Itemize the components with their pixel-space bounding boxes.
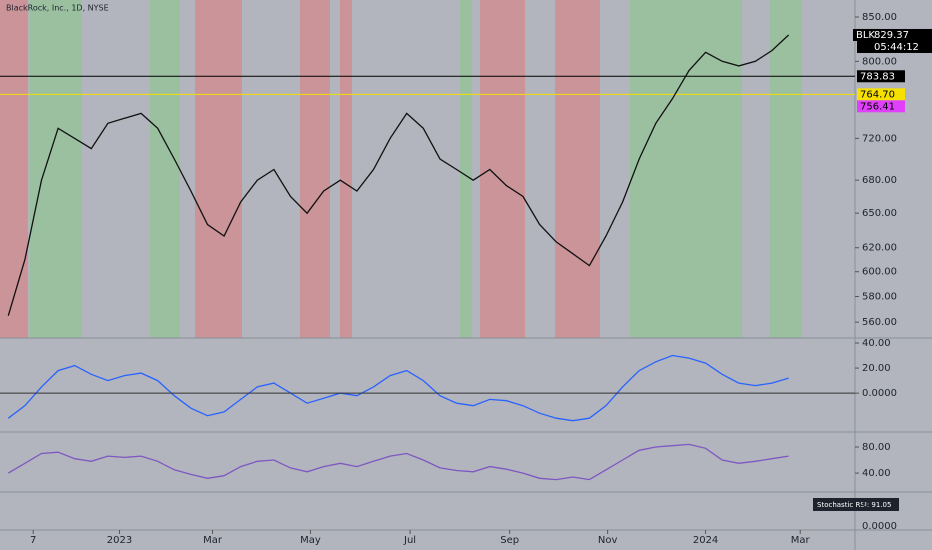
zone <box>195 0 242 338</box>
zone <box>300 0 330 338</box>
zone <box>30 0 82 338</box>
price-tag <box>857 70 905 83</box>
y-tick-label: 850.00 <box>862 12 897 23</box>
zone <box>770 0 802 338</box>
zone <box>555 0 600 338</box>
x-tick-label: Mar <box>791 535 811 546</box>
price-tag-label: 783.83 <box>860 71 895 82</box>
x-tick-label: Mar <box>203 535 223 546</box>
price-tag-label: 756.41 <box>860 101 895 112</box>
x-tick-label: 2024 <box>693 535 718 546</box>
y-tick-label: 800.00 <box>862 56 897 67</box>
series-line <box>7 443 789 481</box>
y-tick-label: 0.0000 <box>862 388 897 399</box>
y-tick-label: 40.00 <box>862 468 891 479</box>
chart-title: BlackRock, Inc., 1D, NYSE <box>6 4 109 13</box>
x-tick-label: May <box>300 535 321 546</box>
y-tick-label: 580.00 <box>862 291 897 302</box>
y-tick-label: 620.00 <box>862 243 897 254</box>
zone <box>630 0 742 338</box>
zone <box>150 0 180 338</box>
zone <box>480 0 525 338</box>
stoch-tick-label: 0 <box>862 499 868 510</box>
x-tick-label: Nov <box>598 535 618 546</box>
y-tick-label: 20.00 <box>862 363 891 374</box>
series-line <box>7 354 789 422</box>
symbol-label: BLK <box>856 30 875 41</box>
y-tick-label: 720.00 <box>862 133 897 144</box>
series-line <box>7 34 790 316</box>
y-tick-label: 560.00 <box>862 317 897 328</box>
y-tick-label: 40.00 <box>862 338 891 349</box>
price-tag <box>857 100 905 113</box>
y-tick-label: 80.00 <box>862 442 891 453</box>
countdown: 05:44:12 <box>874 42 919 53</box>
indicator-label: Stochastic RSI: 91.05 <box>817 501 891 509</box>
x-tick-label: 7 <box>30 535 36 546</box>
zone <box>0 0 28 338</box>
y-tick-label: 600.00 <box>862 267 897 278</box>
x-tick-label: Jul <box>403 535 416 546</box>
price-tag-label: 764.70 <box>860 89 895 100</box>
zone <box>460 0 472 338</box>
y-tick-label: 680.00 <box>862 175 897 186</box>
signal-zones <box>0 0 802 338</box>
last-price-label: 829.37 <box>874 30 909 41</box>
stoch-tick-label: 0.0000 <box>862 521 897 532</box>
y-tick-label: 650.00 <box>862 208 897 219</box>
x-tick-label: Sep <box>500 535 519 546</box>
indicator-tag <box>813 498 899 511</box>
zone <box>340 0 352 338</box>
price-tag <box>857 88 905 101</box>
x-tick-label: 2023 <box>107 535 132 546</box>
symbol-tag <box>853 28 879 41</box>
